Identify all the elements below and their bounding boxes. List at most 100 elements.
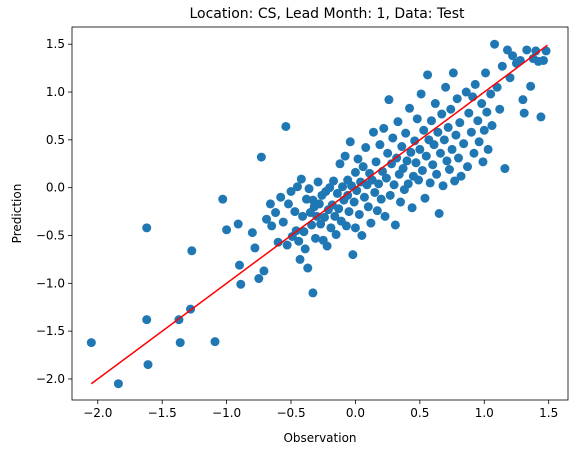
scatter-point (290, 207, 300, 217)
scatter-point (439, 135, 449, 145)
scatter-point (256, 152, 266, 162)
scatter-point (412, 114, 422, 124)
scatter-point (402, 156, 412, 166)
scatter-point (455, 118, 465, 128)
scatter-point (464, 108, 474, 118)
scatter-point (218, 194, 228, 204)
scatter-point (481, 68, 491, 78)
scatter-point (300, 244, 310, 254)
x-axis: −2.0 −1.5 −1.0 −0.5 0.0 0.5 1.0 1.5 (83, 400, 558, 420)
scatter-point (376, 194, 386, 204)
scatter-point (526, 81, 536, 91)
scatter-point (381, 173, 391, 183)
scatter-point (331, 230, 341, 240)
scatter-point (372, 206, 382, 216)
scatter-point (374, 179, 384, 189)
scatter-point (453, 153, 463, 163)
scatter-point (428, 160, 438, 170)
scatter-point (273, 237, 283, 247)
scatter-point (314, 199, 324, 209)
scatter-point (325, 183, 335, 193)
scatter-point (430, 99, 440, 109)
scatter-point (316, 219, 326, 229)
scatter-point (353, 154, 363, 164)
scatter-point (341, 221, 351, 231)
scatter-point (143, 360, 153, 370)
scatter-point (357, 230, 367, 240)
scatter-point (340, 151, 350, 161)
chart-title: Location: CS, Lead Month: 1, Data: Test (189, 6, 465, 22)
scatter-point (437, 109, 447, 119)
scatter-point (421, 151, 431, 161)
scatter-point (308, 288, 318, 298)
scatter-point (441, 82, 451, 92)
scatter-point (388, 133, 398, 143)
scatter-point (236, 279, 246, 289)
scatter-point (259, 266, 269, 276)
scatter-point (393, 117, 403, 127)
scatter-point (477, 99, 487, 109)
scatter-point (298, 211, 308, 221)
scatter-point (495, 104, 505, 114)
scatter-point (313, 177, 323, 187)
scatter-point (451, 130, 461, 140)
scatter-point (426, 116, 436, 126)
scatter-point (329, 176, 339, 186)
scatter-point (425, 178, 435, 188)
scatter-point (415, 144, 425, 154)
scatter-point (531, 46, 541, 56)
scatter-point (348, 250, 358, 260)
scatter-point (345, 137, 355, 147)
scatter-point (447, 144, 457, 154)
scatter-point (384, 95, 394, 105)
scatter-point (271, 208, 281, 218)
scatter-point (375, 140, 385, 150)
scatter-point (403, 179, 413, 189)
scatter-point (500, 164, 510, 174)
y-tick-label: −0.5 (36, 228, 65, 242)
y-tick-label: 0.5 (46, 133, 65, 147)
scatter-point (414, 175, 424, 185)
fit-line-group (90, 44, 548, 385)
scatter-point (254, 274, 264, 284)
scatter-point (222, 225, 232, 235)
scatter-point (310, 233, 320, 243)
scatter-point (387, 159, 397, 169)
scatter-point (522, 45, 532, 55)
scatter-point (435, 148, 445, 158)
scatter-point (396, 197, 406, 207)
scatter-point (383, 148, 393, 158)
scatter-point (397, 142, 407, 152)
scatter-point (350, 167, 360, 177)
scatter-point (299, 227, 309, 237)
scatter-point (401, 128, 411, 138)
scatter-point (368, 127, 378, 137)
scatter-point (433, 127, 443, 137)
scatter-point (234, 260, 244, 270)
y-tick-label: 1.0 (46, 85, 65, 99)
scatter-point (456, 171, 466, 181)
scatter-point (463, 162, 473, 172)
scatter-point (278, 217, 288, 227)
scatter-point (281, 121, 291, 131)
scatter-point (466, 127, 476, 137)
scatter-point (411, 158, 421, 168)
scatter-point (502, 45, 512, 55)
scatter-point (398, 164, 408, 174)
scatter-point (113, 379, 123, 389)
scatter-point (389, 180, 399, 190)
scatter-point (379, 123, 389, 133)
scatter-point (490, 39, 500, 49)
scatter-point (295, 254, 305, 264)
scatter-point (473, 116, 483, 126)
x-tick-label: 0.5 (410, 406, 429, 420)
scatter-point (349, 197, 359, 207)
scatter-point (452, 94, 462, 104)
scatter-point (407, 203, 417, 213)
scatter-point (420, 193, 430, 203)
scatter-point (443, 122, 453, 132)
scatter-point (296, 174, 306, 184)
scatter-point (482, 107, 492, 117)
scatter-point (406, 147, 416, 157)
scatter-point (330, 211, 340, 221)
